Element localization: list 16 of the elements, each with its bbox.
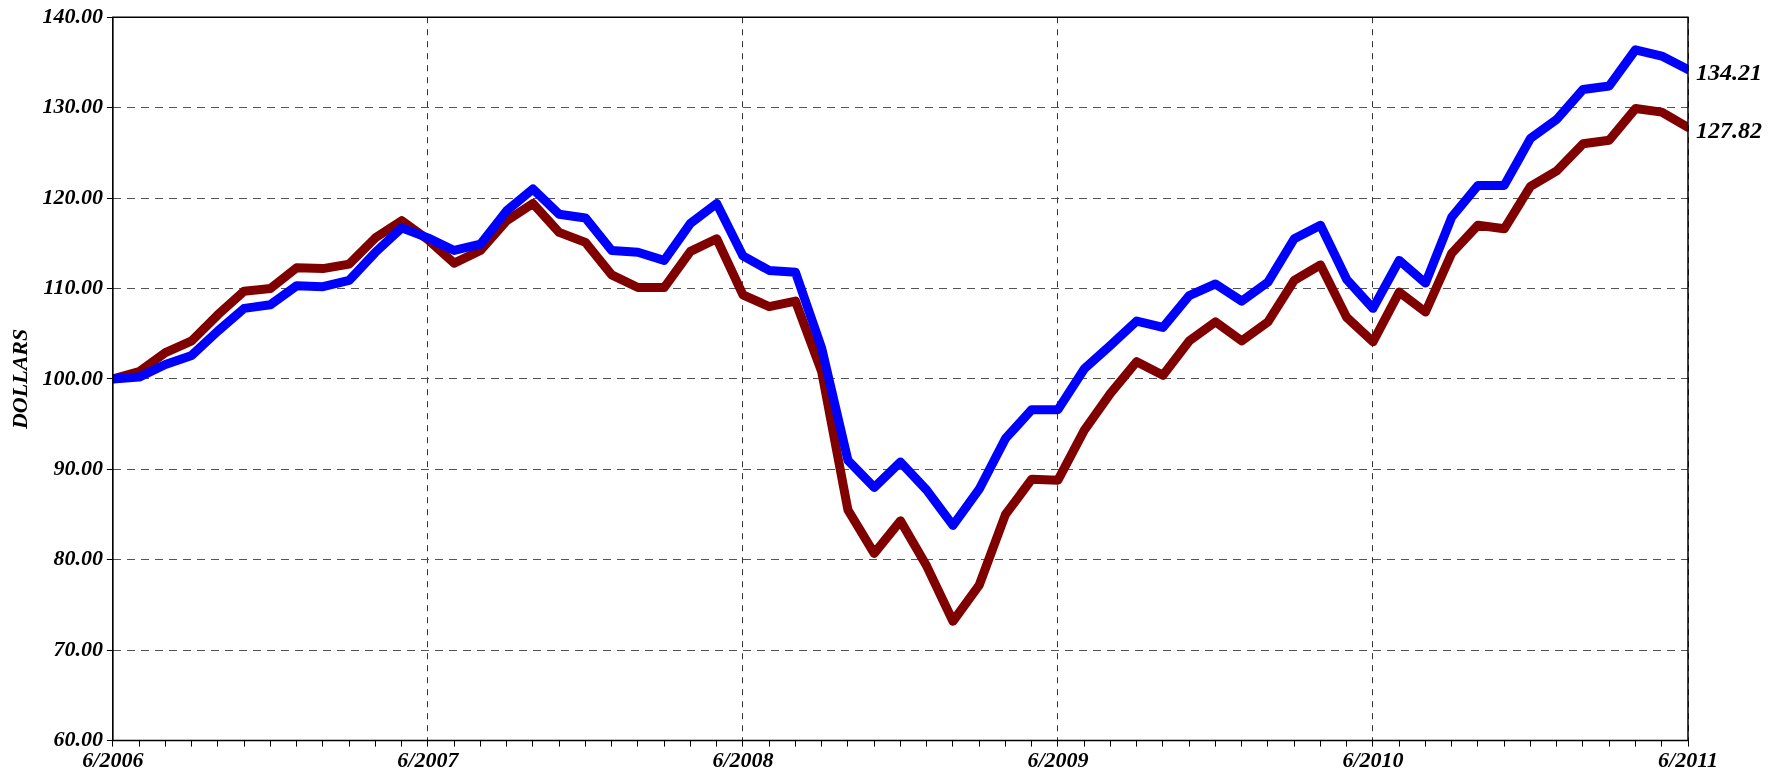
x-tick-label: 6/2008 [712, 747, 774, 773]
y-tick-label: 70.00 [53, 635, 103, 661]
x-tick-label: 6/2011 [1658, 747, 1718, 773]
x-tick-label: 6/2010 [1342, 747, 1404, 773]
y-tick-label: 140.00 [42, 2, 103, 28]
y-tick-label: 120.00 [42, 183, 103, 209]
annotation: 127.82 [1696, 116, 1762, 143]
y-tick-label: 110.00 [43, 274, 103, 300]
annotation: 134.21 [1696, 58, 1762, 85]
x-tick-label: 6/2007 [397, 747, 460, 773]
y-tick-label: 130.00 [42, 93, 103, 119]
y-axis-title: DOLLARS [6, 328, 32, 431]
y-tick-label: 90.00 [53, 455, 103, 481]
y-tick-label: 100.00 [42, 364, 103, 390]
x-tick-label: 6/2009 [1027, 747, 1089, 773]
y-tick-label: 80.00 [53, 545, 103, 571]
